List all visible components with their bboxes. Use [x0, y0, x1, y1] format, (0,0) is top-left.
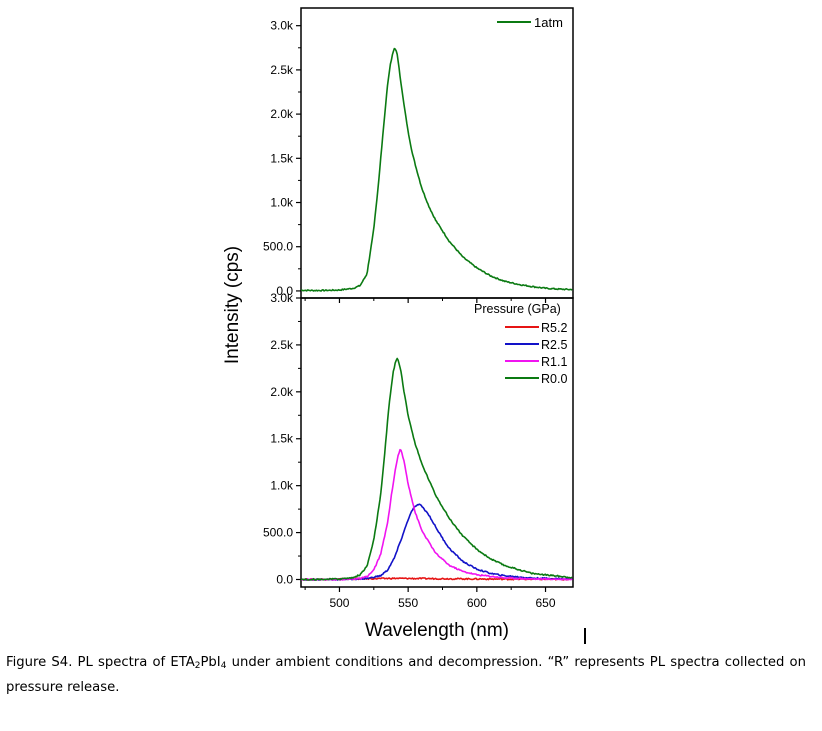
y-tick-label: 500.0: [263, 526, 293, 540]
chart-svg: 0.0 500.0 1.0k 1.5k 2.0k 2.5k 3.0k 1atm 0.0 500.…: [222, 7, 574, 641]
legend-entry: R2.5: [541, 338, 567, 352]
caption-subscript-2: 4: [220, 661, 227, 671]
figure: 0.0 500.0 1.0k 1.5k 2.0k 2.5k 3.0k 1atm 0.0 500.…: [222, 7, 574, 641]
caption-prefix: Figure S4. PL spectra of ETA: [6, 655, 195, 670]
y-tick-label: 3.0k: [270, 19, 294, 33]
y-tick-label: 1.0k: [270, 479, 294, 493]
plot-frame: [300, 7, 574, 299]
y-tick-label: 3.0k: [270, 291, 294, 305]
figure-caption: Figure S4. PL spectra of ETA2PbI4 under …: [6, 650, 806, 700]
legend-entry: 1atm: [534, 15, 563, 30]
legend-entry: R0.0: [541, 372, 567, 386]
y-tick-label: 0.0: [276, 572, 293, 586]
plot-frame: [300, 297, 574, 588]
caption-mid: PbI: [200, 655, 221, 670]
y-axis-label: Intensity (cps): [222, 246, 243, 364]
x-tick-label: 550: [398, 596, 418, 610]
y-tick-label: 2.5k: [270, 63, 294, 77]
y-tick-label: 2.0k: [270, 107, 294, 121]
x-axis-label: Wavelength (nm): [365, 620, 509, 640]
y-tick-label: 500.0: [263, 240, 293, 254]
legend-entry: R1.1: [541, 355, 567, 369]
series-line-1atm: [301, 47, 573, 292]
x-tick-label: 500: [329, 596, 349, 610]
series-line-R1.1: [300, 448, 573, 581]
y-tick-label: 2.5k: [270, 338, 294, 352]
x-tick-label: 650: [536, 596, 556, 610]
legend-title: Pressure (GPa): [474, 302, 561, 316]
text-cursor: [584, 628, 586, 644]
y-tick-label: 1.5k: [270, 432, 294, 446]
series-line-R0.0: [300, 357, 573, 581]
top-panel: 0.0 500.0 1.0k 1.5k 2.0k 2.5k 3.0k 1atm: [263, 7, 574, 303]
y-tick-label: 2.0k: [270, 385, 294, 399]
y-tick-label: 1.0k: [270, 196, 294, 210]
x-tick-label: 600: [467, 596, 487, 610]
caption-subscript-1: 2: [194, 661, 201, 671]
series-line-R2.5: [300, 503, 573, 581]
y-tick-label: 1.5k: [270, 151, 294, 165]
bottom-panel: 0.0 500.0 1.0k 1.5k 2.0k 2.5k 3.0k 500 550 600 650…: [263, 291, 574, 610]
y-tick-label: 0.0: [276, 284, 293, 298]
legend-entry: R5.2: [541, 321, 567, 335]
caption-suffix: under ambient conditions and decompressi…: [6, 655, 806, 695]
